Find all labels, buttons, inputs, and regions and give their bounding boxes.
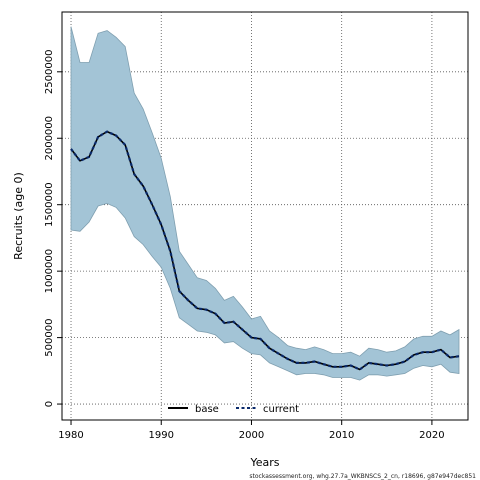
x-axis-title: Years xyxy=(249,456,279,469)
x-tick-label: 1990 xyxy=(149,430,174,441)
y-tick-label: 2500000 xyxy=(44,50,55,95)
footer-text: stockassessment.org, whg.27.7a_WKBNSCS_2… xyxy=(249,473,476,480)
plot-frame xyxy=(61,11,469,421)
x-tick-label: 1980 xyxy=(58,430,83,441)
y-tick-label: 500000 xyxy=(44,319,55,357)
x-axis: 1980 1990 2000 2010 2020 xyxy=(58,420,445,441)
y-tick-label: 0 xyxy=(44,401,55,407)
x-tick-label: 2020 xyxy=(419,430,444,441)
confidence-band-area xyxy=(70,26,460,381)
y-tick-label: 1500000 xyxy=(44,182,55,227)
series-lines xyxy=(70,130,460,371)
y-axis: 0 500000 1000000 1500000 2000000 2500000 xyxy=(44,50,62,407)
y-tick-label: 2000000 xyxy=(44,116,55,161)
y-axis-title: Recruits (age 0) xyxy=(12,172,25,260)
legend: base current xyxy=(168,404,299,415)
confidence-band xyxy=(70,26,460,381)
x-tick-label: 2010 xyxy=(329,430,354,441)
legend-label-current: current xyxy=(263,404,299,415)
x-tick-label: 2000 xyxy=(239,430,264,441)
series-line-current xyxy=(70,130,460,371)
legend-label-base: base xyxy=(195,404,219,415)
y-tick-label: 1000000 xyxy=(44,249,55,294)
